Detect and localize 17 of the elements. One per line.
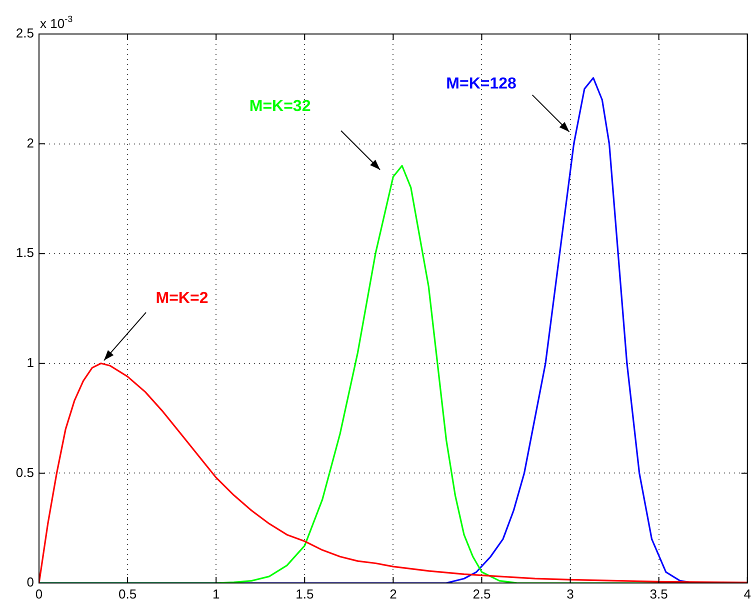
x-tick-label: 2.5 — [472, 586, 491, 602]
text: M=K=2 — [156, 290, 208, 307]
y-tick-label: 1 — [26, 354, 34, 370]
x-tick-label: 4 — [744, 586, 751, 602]
text: M=K=128 — [446, 75, 517, 92]
x-tick-label: 3 — [566, 586, 574, 602]
text: M=K=32 — [249, 98, 311, 116]
x-tick-label: 1.5 — [296, 586, 314, 602]
y-tick-label: 0 — [26, 574, 34, 590]
x-tick-label: 1 — [212, 586, 220, 602]
y-tick-label: 2 — [26, 135, 34, 150]
x-tick-label: 0.5 — [118, 586, 137, 602]
y-tick-label: 2.5 — [16, 26, 34, 41]
x-tick-label: 3.5 — [650, 586, 668, 602]
y-tick-label: 1.5 — [16, 245, 34, 260]
x-tick-label: 2 — [390, 586, 397, 602]
y-tick-label: 0.5 — [16, 464, 34, 480]
